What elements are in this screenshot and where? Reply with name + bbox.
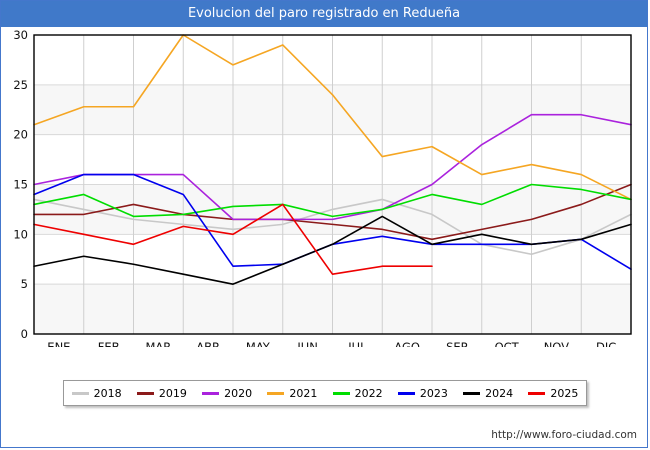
legend-item-2022[interactable]: 2022 <box>332 386 383 400</box>
legend-item-label: 2023 <box>419 386 448 400</box>
axis-label-y: 10 <box>13 227 28 241</box>
legend-item-label: 2024 <box>485 386 514 400</box>
axis-label-x: JUL <box>347 340 367 347</box>
legend-item-label: 2021 <box>289 386 318 400</box>
axis-label-x: MAY <box>246 340 271 347</box>
axis-label-x: NOV <box>544 340 569 347</box>
series-line-2021[interactable] <box>33 34 632 201</box>
line-chart-svg: 0 5 10 15 20 25 30 ENE FEB MAR ABR MAY JUN JUL AGO SEP… <box>13 28 632 354</box>
legend-item-label: 2020 <box>224 386 253 400</box>
series-line-2022[interactable] <box>33 183 632 218</box>
legend-item-label: 2025 <box>550 386 579 400</box>
axis-ticks-x: ENE FEB MAR ABR MAY JUN JUL AGO SEP OCT NOV DIC <box>47 340 616 354</box>
axis-label-x: AGO <box>394 340 420 347</box>
legend-item-2024[interactable]: 2024 <box>463 387 513 400</box>
axis-label-y: 5 <box>21 277 28 291</box>
axis-label-y: 25 <box>13 78 28 92</box>
axis-label-x: DIC <box>596 340 616 347</box>
legend-item-label: 2019 <box>158 386 187 400</box>
legend-swatch-icon <box>71 391 89 395</box>
legend-item-2023[interactable]: 2023 <box>397 386 448 400</box>
series-line-2025[interactable] <box>33 203 433 275</box>
legend-item-label: 2018 <box>93 386 122 400</box>
series-line-2018[interactable] <box>33 198 632 256</box>
series-line-2024[interactable] <box>33 215 632 285</box>
axis-label-y: 0 <box>21 327 28 341</box>
legend-swatch-icon <box>528 391 546 395</box>
legend-swatch-icon <box>267 391 285 395</box>
page-title: Evolucion del paro registrado en Redueña <box>1 1 647 27</box>
axis-label-x: SEP <box>446 340 468 347</box>
axis-label-x: OCT <box>495 340 520 347</box>
series-line-2019[interactable] <box>33 183 632 241</box>
legend-swatch-icon <box>332 391 350 395</box>
legend-item-2018[interactable]: 2018 <box>71 386 122 400</box>
axis-label-x: JUN <box>296 340 317 347</box>
series-lines <box>33 34 632 285</box>
legend-swatch-icon <box>202 391 220 395</box>
plot-border-rect <box>33 34 632 335</box>
plot-border <box>33 34 632 335</box>
axis-label-x: ABR <box>196 340 220 347</box>
axis-label-x: ENE <box>47 340 70 347</box>
source-url: http://www.foro-ciudad.com <box>491 429 637 441</box>
legend-swatch-icon <box>136 391 154 395</box>
legend-swatch-icon <box>397 391 415 395</box>
legend-item-2021[interactable]: 2021 <box>267 387 317 400</box>
legend-item-label: 2022 <box>354 386 383 400</box>
chart-legend: 2018 2019 2020 2021 2022 2023 2024 2025 <box>63 380 587 406</box>
axis-ticks-y: 0 5 10 15 20 25 30 <box>13 28 28 341</box>
axis-label-x: FEB <box>98 340 120 347</box>
plot-area: 0 5 10 15 20 25 30 ENE FEB MAR ABR MAY JUN JUL AGO SEP… <box>1 27 647 354</box>
axis-label-y: 20 <box>13 128 28 142</box>
axis-label-y: 15 <box>13 178 28 192</box>
legend-item-2019[interactable]: 2019 <box>136 386 187 400</box>
axis-label-y: 30 <box>13 28 28 42</box>
axis-label-x: MAR <box>145 340 171 347</box>
legend-swatch-icon <box>463 391 481 395</box>
legend-item-2025[interactable]: 2025 <box>528 387 578 400</box>
legend-item-2020[interactable]: 2020 <box>202 387 252 400</box>
